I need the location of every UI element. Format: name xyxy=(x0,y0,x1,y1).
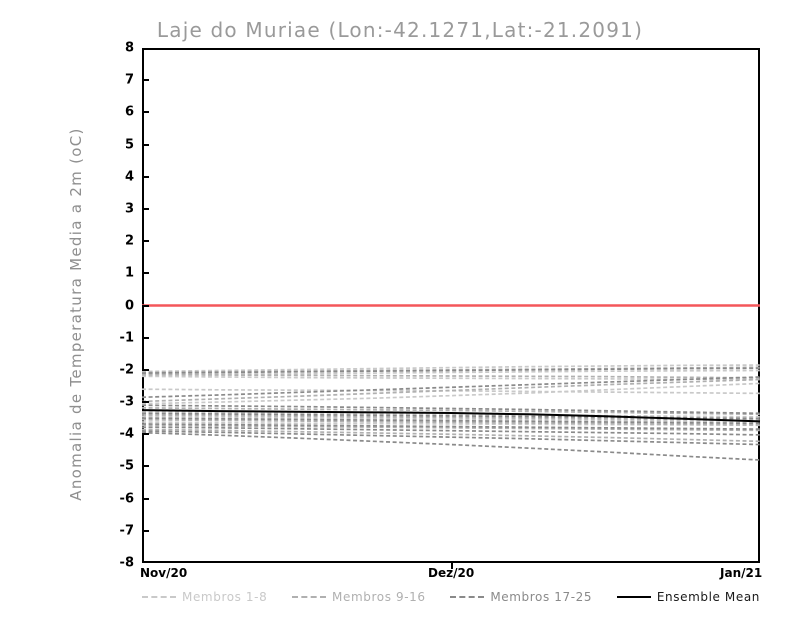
y-tick-label: 6 xyxy=(124,104,134,120)
member-line xyxy=(142,369,761,375)
member-line xyxy=(141,388,761,395)
y-tick-mark xyxy=(142,175,149,178)
y-tick-mark xyxy=(142,240,149,243)
member-line xyxy=(141,415,761,423)
y-tick-label: 5 xyxy=(124,137,134,153)
chart-title: Laje do Muriae (Lon:-42.1271,Lat:-21.209… xyxy=(156,18,644,42)
chart-legend: Membros 1-8 Membros 9-16 Membros 17-25 Ense… xyxy=(142,588,760,606)
y-tick-mark xyxy=(142,401,149,404)
member-line xyxy=(141,375,761,381)
y-tick-mark xyxy=(142,497,149,500)
legend-swatch-icon xyxy=(450,596,485,598)
y-tick-mark xyxy=(142,433,149,436)
y-axis-title: Anomalia de Temperatura Media a 2m (oC) xyxy=(67,127,85,501)
y-tick-mark xyxy=(142,368,149,371)
member-line xyxy=(141,364,761,373)
ensemble-mean-line xyxy=(141,409,761,423)
y-tick-mark xyxy=(142,207,149,210)
member-line xyxy=(141,428,761,443)
member-line xyxy=(141,404,761,415)
y-tick-mark xyxy=(142,79,149,82)
member-line xyxy=(141,373,761,379)
y-tick-label: -2 xyxy=(119,362,134,378)
x-tick-label: Nov/20 xyxy=(140,566,188,580)
legend-swatch-icon xyxy=(292,596,327,598)
y-tick-label: -3 xyxy=(119,394,134,410)
y-tick-label: 4 xyxy=(124,169,134,185)
member-line xyxy=(141,376,761,399)
member-line xyxy=(141,430,761,446)
y-tick-label: 1 xyxy=(124,265,134,281)
y-tick-mark xyxy=(142,143,149,146)
y-tick-label: 2 xyxy=(124,233,134,249)
y-tick-mark xyxy=(142,336,149,339)
member-line xyxy=(141,426,761,436)
legend-label: Membros 1-8 xyxy=(182,590,268,604)
x-tick-label: Dez/20 xyxy=(428,566,475,580)
legend-item: Membros 9-16 xyxy=(292,590,426,604)
legend-item: Membros 17-25 xyxy=(450,590,592,604)
member-line xyxy=(141,423,761,430)
y-tick-label: -4 xyxy=(119,426,134,442)
y-tick-mark xyxy=(142,304,149,307)
member-line xyxy=(141,418,761,426)
member-line xyxy=(141,410,761,418)
legend-item: Membros 1-8 xyxy=(142,590,267,604)
plot-lines-canvas xyxy=(141,304,761,461)
member-line xyxy=(141,417,761,425)
legend-swatch-icon xyxy=(616,596,651,598)
y-tick-label: -7 xyxy=(119,523,134,539)
legend-label: Ensemble Mean xyxy=(656,590,760,604)
y-tick-mark xyxy=(142,272,149,275)
y-tick-label: -5 xyxy=(119,458,134,474)
y-tick-mark xyxy=(142,465,149,468)
y-tick-label: 3 xyxy=(124,201,134,217)
member-line xyxy=(141,407,761,416)
y-tick-mark xyxy=(142,111,149,114)
y-tick-label: 7 xyxy=(124,72,134,88)
y-tick-label: -8 xyxy=(119,555,134,571)
x-tick-mark xyxy=(451,563,453,569)
y-tick-mark xyxy=(142,529,149,532)
member-line xyxy=(141,367,761,374)
y-tick-label: -1 xyxy=(119,330,134,346)
y-tick-label: 0 xyxy=(124,298,134,313)
y-tick-label: -6 xyxy=(119,491,134,507)
member-line xyxy=(141,382,761,405)
member-line xyxy=(141,424,761,432)
member-line xyxy=(141,414,761,421)
legend-item: Ensemble Mean xyxy=(616,590,760,604)
legend-label: Membros 9-16 xyxy=(332,590,426,604)
y-tick-label: 8 xyxy=(124,40,134,56)
member-line xyxy=(141,378,761,403)
legend-swatch-icon xyxy=(142,596,176,598)
member-line xyxy=(141,431,761,461)
legend-label: Membros 17-25 xyxy=(490,590,593,604)
x-tick-label: Jan/21 xyxy=(720,566,763,580)
